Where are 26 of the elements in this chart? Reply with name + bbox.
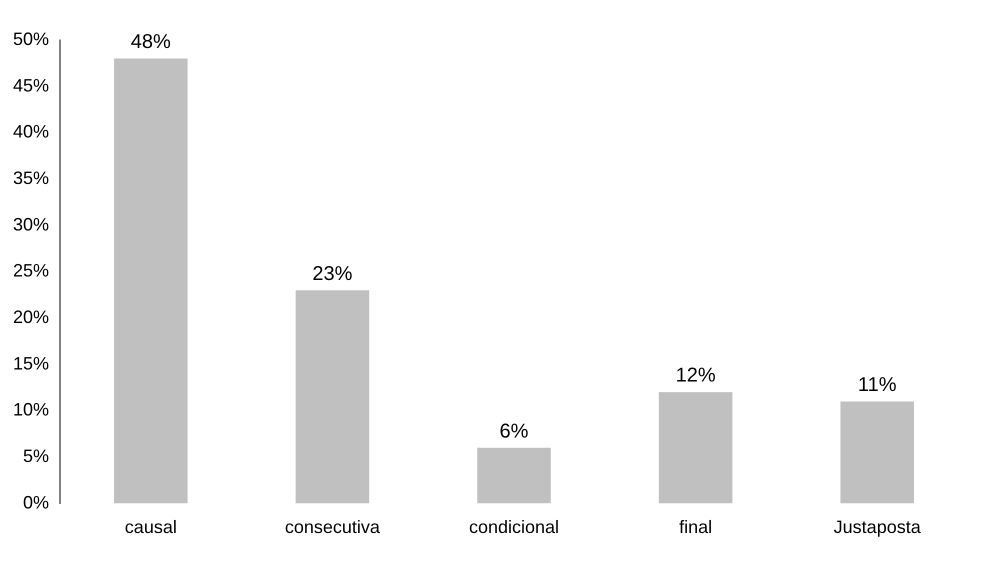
x-tick-label: condicional	[468, 517, 560, 538]
y-tick-label: 0%	[23, 492, 50, 512]
y-tick-label: 50%	[12, 28, 50, 49]
data-label: 12%	[676, 364, 716, 387]
y-tick-label: 10%	[12, 400, 50, 420]
bar	[477, 448, 551, 504]
x-tick-label: final	[679, 517, 712, 538]
bar	[296, 290, 370, 504]
x-tick-label: consecutiva	[284, 517, 381, 538]
y-tick-label: 30%	[12, 214, 50, 234]
bar	[658, 392, 732, 504]
data-label: 11%	[858, 374, 897, 396]
y-tick-label: 5%	[23, 446, 50, 466]
data-label: 6%	[500, 420, 529, 442]
y-tick-label: 15%	[12, 353, 50, 374]
x-tick-label: causal	[124, 517, 177, 538]
data-label: 48%	[130, 31, 172, 54]
x-tick-label: Justaposta	[834, 517, 922, 538]
data-label: 23%	[312, 262, 353, 285]
bar	[114, 58, 188, 504]
y-tick-label: 35%	[12, 168, 50, 188]
y-tick-label: 45%	[12, 75, 50, 96]
y-tick-label: 20%	[12, 307, 50, 328]
y-tick-label: 40%	[12, 122, 50, 142]
y-tick-label: 25%	[12, 260, 50, 281]
bar	[840, 401, 914, 504]
